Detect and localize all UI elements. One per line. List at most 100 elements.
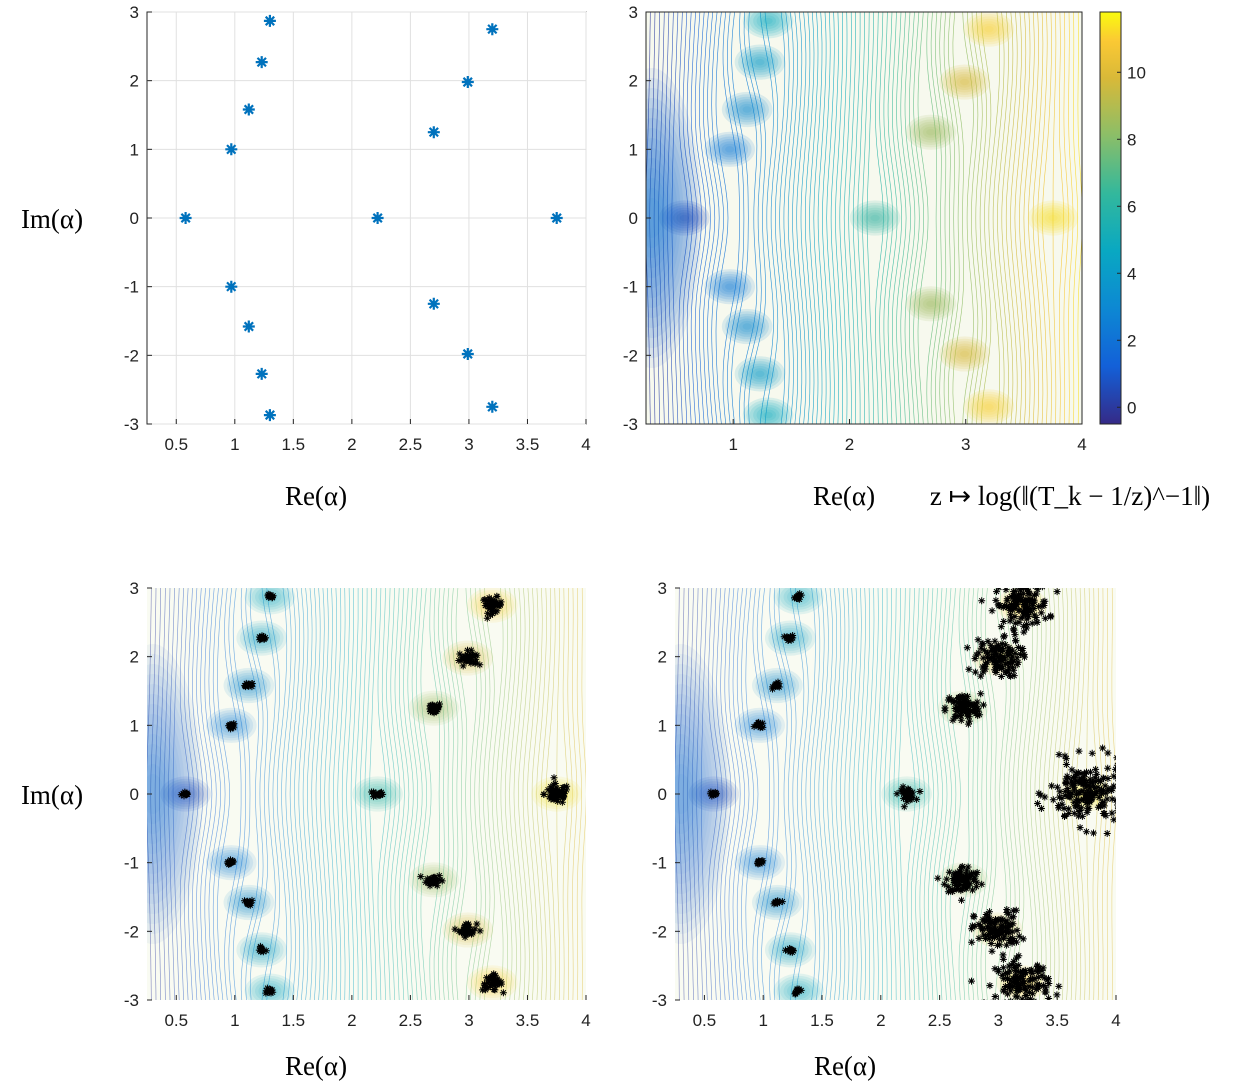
data-point xyxy=(1119,778,1126,785)
data-point xyxy=(754,860,762,868)
contour-line xyxy=(732,588,745,1000)
data-point xyxy=(1034,973,1042,981)
contour-blob xyxy=(728,313,766,340)
contour-fan xyxy=(147,714,182,874)
data-point xyxy=(1032,590,1040,598)
data-point xyxy=(493,607,501,615)
data-point xyxy=(1019,979,1027,987)
data-point xyxy=(997,652,1004,660)
contour-line xyxy=(442,588,454,1000)
data-point xyxy=(965,665,973,673)
data-point xyxy=(1011,964,1019,971)
data-point xyxy=(436,700,443,708)
data-point xyxy=(994,966,1002,974)
contour-blob xyxy=(748,54,772,71)
y-tick-label: 0 xyxy=(130,209,139,228)
contour-line xyxy=(870,588,879,1000)
data-point xyxy=(1098,786,1105,794)
data-point xyxy=(1075,812,1083,820)
contour-line xyxy=(315,588,325,1000)
data-point xyxy=(484,603,492,611)
data-point xyxy=(1000,986,1008,993)
contour-line xyxy=(928,588,939,1000)
data-point xyxy=(994,653,1002,661)
data-point xyxy=(1053,588,1061,596)
data-point xyxy=(1038,971,1046,979)
x-tick-label: 2.5 xyxy=(399,435,423,454)
contour-blob xyxy=(711,273,749,300)
data-point xyxy=(970,706,978,714)
contour-line xyxy=(915,588,925,1000)
data-point xyxy=(471,925,479,933)
data-point xyxy=(934,874,942,882)
data-point xyxy=(1008,961,1016,969)
data-point xyxy=(964,708,972,716)
contour-fan xyxy=(147,694,188,894)
scatter-panel-eigenvalues: 0.5 1 1.5 2 2.5 3 3.5 4 3 2 1 0 -1 -2 -3 Re(α) Im(α) xyxy=(21,3,591,511)
data-point xyxy=(984,931,992,938)
data-point xyxy=(1041,793,1049,801)
contour-line xyxy=(1063,12,1069,424)
contour-line xyxy=(1037,12,1048,424)
data-point xyxy=(980,701,987,709)
contour-blob xyxy=(714,276,745,298)
data-point xyxy=(1001,969,1009,977)
contour-line xyxy=(904,12,916,424)
data-point xyxy=(773,899,781,907)
data-point xyxy=(1008,658,1016,666)
contour-line xyxy=(936,588,948,1000)
data-point xyxy=(984,653,991,661)
contour-line xyxy=(324,588,333,1000)
contour-line xyxy=(879,12,889,424)
contour-fan xyxy=(675,754,698,834)
data-point xyxy=(1008,602,1016,610)
data-point xyxy=(1012,594,1020,602)
data-point xyxy=(1078,812,1086,820)
data-point xyxy=(759,719,767,727)
contour-blob xyxy=(939,64,990,100)
contour-line xyxy=(930,12,942,424)
data-point xyxy=(489,975,497,983)
x-axis-label: Re(α) xyxy=(285,1051,347,1081)
contour-blob xyxy=(725,311,770,342)
contour-blob xyxy=(718,141,742,158)
data-point xyxy=(1005,928,1013,936)
x-axis-label: Re(α) xyxy=(814,1051,876,1081)
data-point xyxy=(1110,782,1116,790)
x-tick-label: 4 xyxy=(1077,435,1086,454)
data-point xyxy=(491,986,499,994)
data-point xyxy=(1032,985,1040,993)
contour-field xyxy=(646,12,1082,424)
data-point xyxy=(1005,962,1013,970)
contour-blob xyxy=(749,402,787,424)
y-tick-label: 2 xyxy=(629,72,638,91)
contour-line xyxy=(192,588,204,1000)
data-point xyxy=(1085,794,1093,802)
data-point xyxy=(974,636,982,644)
data-point xyxy=(998,971,1006,979)
data-point xyxy=(789,632,797,639)
data-point xyxy=(1020,607,1027,615)
contour-line xyxy=(567,588,573,1000)
contour-fan xyxy=(147,774,164,814)
axis-ticks: 1 2 3 4 3 2 1 0 -1 -2 -3 xyxy=(623,3,1087,454)
contour-line xyxy=(479,588,491,1000)
data-point xyxy=(484,596,492,604)
data-point xyxy=(461,348,474,360)
contour-fan xyxy=(675,774,692,814)
data-point xyxy=(1000,633,1008,641)
contour-line xyxy=(1034,588,1047,1000)
contour-line xyxy=(682,12,693,424)
contour-line xyxy=(294,588,305,1000)
contour-blob xyxy=(866,212,884,224)
data-point xyxy=(949,875,957,882)
data-point xyxy=(984,925,992,932)
contour-line xyxy=(694,12,707,424)
data-point xyxy=(992,596,1000,604)
data-point xyxy=(1112,765,1116,773)
contour-blob xyxy=(725,146,735,153)
data-point xyxy=(756,721,763,729)
data-point xyxy=(225,143,238,156)
x-tick-label: 2 xyxy=(876,1011,885,1030)
data-point xyxy=(1037,609,1045,617)
